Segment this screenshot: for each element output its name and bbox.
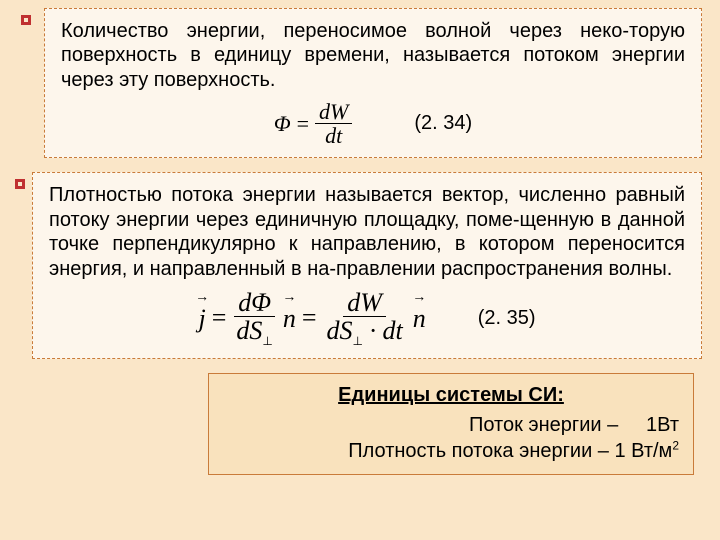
- definition-text-2: Плотностью потока энергии называется век…: [49, 183, 685, 281]
- si-units-box: Единицы системы СИ: Поток энергии – 1Вт …: [208, 373, 694, 475]
- equation-row-1: Φ = dW dt (2. 34): [61, 100, 685, 147]
- equation-2-34: Φ = dW dt: [274, 100, 353, 147]
- equation-number-1: (2. 34): [414, 112, 472, 135]
- definition-box-density: Плотностью потока энергии называется век…: [32, 172, 702, 359]
- si-line-1: Поток энергии – 1Вт: [223, 412, 679, 438]
- equation-2-35: j = dΦ dS⊥ n = dW dS⊥ · dt n: [198, 289, 425, 348]
- definition-text-1: Количество энергии, переносимое волной ч…: [61, 19, 685, 92]
- equation-number-2: (2. 35): [478, 307, 536, 330]
- si-line-2: Плотность потока энергии – 1 Вт/м2: [223, 438, 679, 464]
- eq2-lhs: j: [198, 302, 205, 334]
- eq1-lhs: Φ: [274, 111, 291, 137]
- bullet-icon: [15, 179, 25, 189]
- si-title: Единицы системы СИ:: [223, 382, 679, 408]
- bullet-icon: [21, 15, 31, 25]
- definition-box-flux: Количество энергии, переносимое волной ч…: [44, 8, 702, 158]
- equation-row-2: j = dΦ dS⊥ n = dW dS⊥ · dt n (2. 35): [49, 289, 685, 348]
